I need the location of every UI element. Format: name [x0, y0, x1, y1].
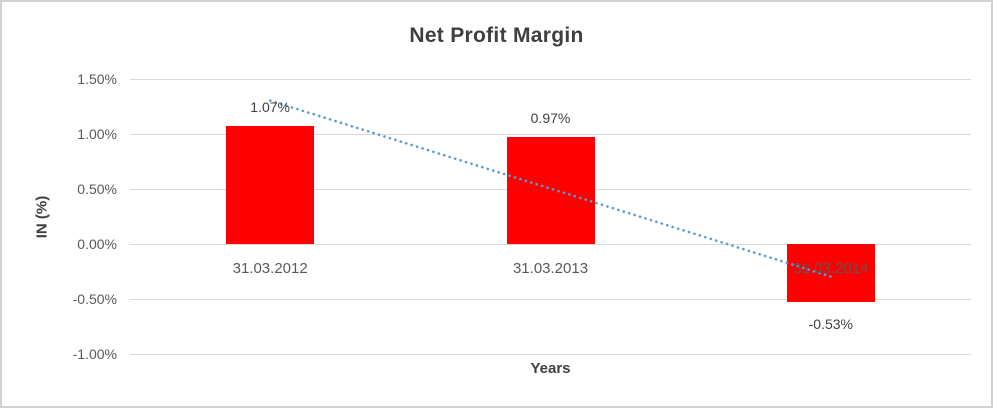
- data-label: -0.53%: [808, 316, 854, 333]
- y-axis-title: IN (%): [33, 195, 51, 238]
- bar-net-profit-margin-2013: [507, 137, 595, 244]
- x-axis-category-label: 31.03.2012: [232, 260, 308, 277]
- gridline: [130, 354, 971, 355]
- gridline: [130, 299, 971, 300]
- chart-title: Net Profit Margin: [409, 24, 584, 47]
- y-axis-tick-label: 0.00%: [77, 236, 117, 252]
- gridline: [130, 79, 971, 80]
- x-axis-title: Years: [530, 360, 571, 377]
- y-axis-tick-label: 0.50%: [77, 181, 117, 197]
- x-axis-category-label: 31.03.2014: [793, 260, 869, 277]
- data-label: 0.97%: [530, 110, 571, 127]
- y-axis-tick-label: 1.50%: [77, 71, 117, 87]
- x-axis-category-label: 31.03.2013: [512, 260, 589, 277]
- y-axis-tick-label: -0.50%: [72, 291, 117, 307]
- bar-net-profit-margin-2012: [226, 126, 314, 244]
- data-label: 1.07%: [250, 99, 291, 116]
- y-axis-tick-label: -1.00%: [72, 346, 117, 362]
- y-axis-tick-label: 1.00%: [77, 126, 117, 142]
